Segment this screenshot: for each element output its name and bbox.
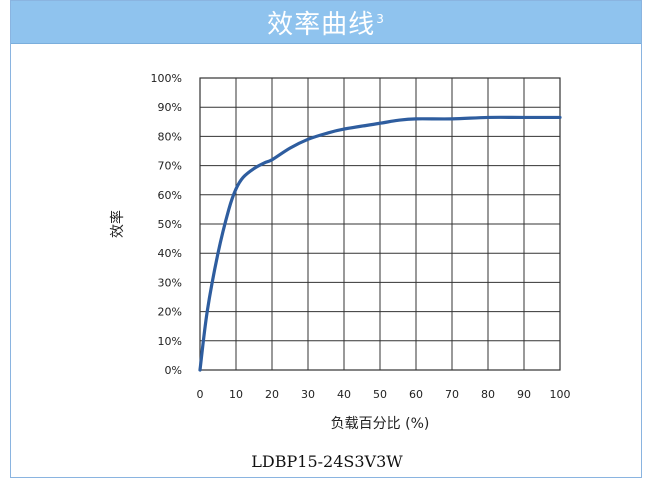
x-tick-label: 40 bbox=[337, 388, 351, 401]
y-tick-label: 20% bbox=[158, 306, 182, 319]
y-tick-label: 100% bbox=[151, 72, 182, 85]
y-tick-label: 80% bbox=[158, 130, 182, 143]
y-tick-label: 50% bbox=[158, 218, 182, 231]
y-tick-label: 40% bbox=[158, 247, 182, 260]
y-tick-label: 90% bbox=[158, 101, 182, 114]
plot-border bbox=[199, 77, 561, 371]
y-tick-label: 30% bbox=[158, 276, 182, 289]
series-layer bbox=[198, 115, 562, 372]
model-label: LDBP15-24S3V3W bbox=[251, 452, 403, 471]
x-tick-label: 90 bbox=[517, 388, 531, 401]
x-tick-label: 80 bbox=[481, 388, 495, 401]
y-tick-label: 70% bbox=[158, 160, 182, 173]
y-tick-label: 0% bbox=[165, 364, 182, 377]
chart-heading: 效率曲线3 bbox=[267, 9, 385, 40]
y-tick-label: 60% bbox=[158, 189, 182, 202]
x-tick-label: 30 bbox=[301, 388, 315, 401]
tick-labels: 0 10 20 30 40 50 60 70 80 90 100 0% 10% 20% 30% 40% 50% 6… bbox=[151, 72, 571, 401]
x-tick-label: 50 bbox=[373, 388, 387, 401]
chart-panel: 效率曲线3 bbox=[10, 0, 642, 478]
x-axis-label: 负载百分比 (%) bbox=[331, 416, 430, 432]
y-tick-label: 10% bbox=[158, 335, 182, 348]
x-tick-label: 0 bbox=[197, 388, 204, 401]
x-tick-label: 100 bbox=[550, 388, 571, 401]
grid bbox=[199, 77, 561, 371]
efficiency-line bbox=[198, 115, 562, 372]
x-tick-label: 70 bbox=[445, 388, 459, 401]
header-bar: 效率曲线3 bbox=[11, 1, 641, 44]
x-tick-label: 10 bbox=[229, 388, 243, 401]
y-axis-label: 效率 bbox=[109, 210, 126, 238]
x-tick-label: 60 bbox=[409, 388, 423, 401]
x-tick-label: 20 bbox=[265, 388, 279, 401]
